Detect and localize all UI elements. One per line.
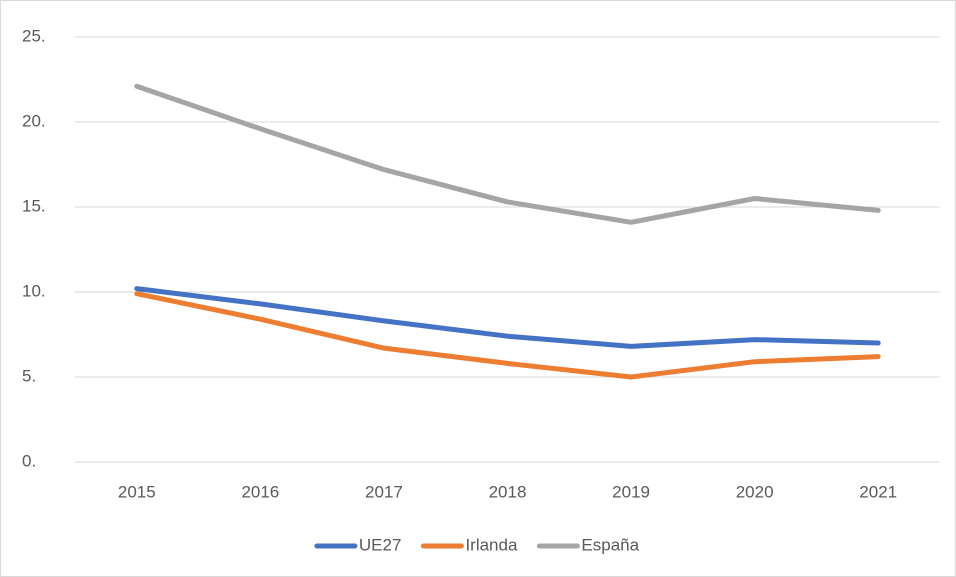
x-tick-label: 2015: [118, 482, 156, 501]
x-tick-label: 2021: [859, 482, 897, 501]
series-line: [134, 291, 881, 380]
series-line: [134, 286, 881, 349]
legend-label: UE27: [359, 535, 402, 554]
y-tick-label: 15.: [22, 196, 46, 215]
legend-label: Irlanda: [465, 535, 518, 554]
legend-label: España: [581, 535, 639, 554]
y-tick-label: 20.: [22, 111, 46, 130]
series-line: [134, 83, 881, 225]
y-tick-label: 0.: [22, 451, 36, 470]
y-tick-label: 5.: [22, 366, 36, 385]
y-tick-label: 10.: [22, 281, 46, 300]
x-tick-label: 2016: [241, 482, 279, 501]
x-tick-label: 2017: [365, 482, 403, 501]
x-tick-label: 2019: [612, 482, 650, 501]
x-tick-label: 2020: [736, 482, 774, 501]
y-tick-label: 25.: [22, 26, 46, 45]
x-tick-label: 2018: [489, 482, 527, 501]
